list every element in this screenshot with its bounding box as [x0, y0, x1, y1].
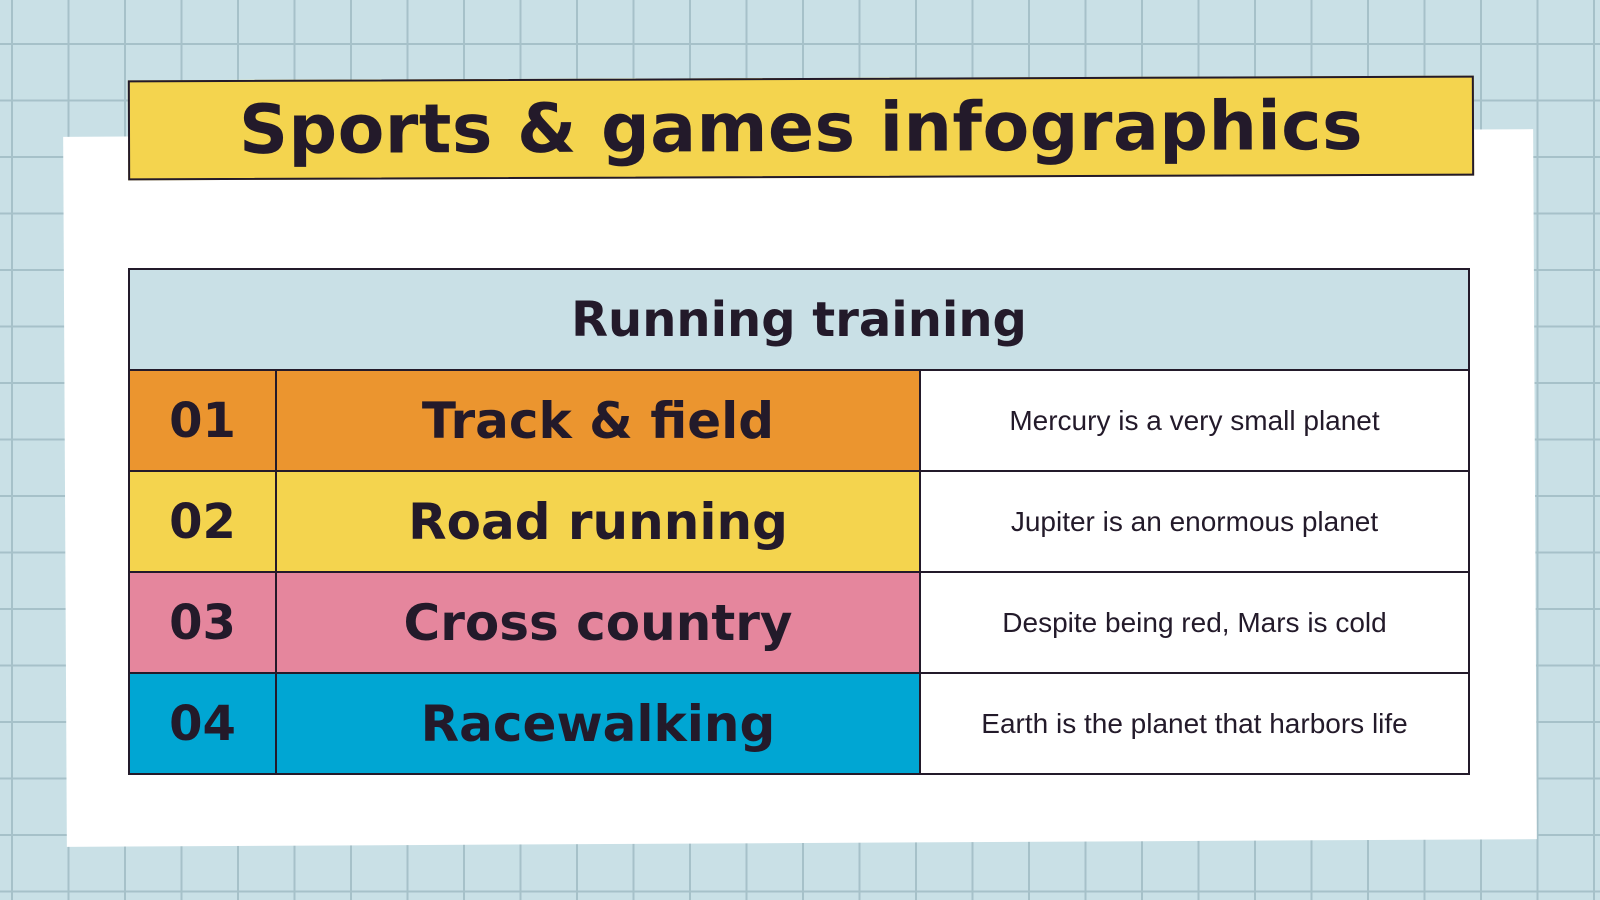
- row-number: 04: [130, 674, 277, 773]
- row-description: Despite being red, Mars is cold: [921, 573, 1468, 672]
- table-header: Running training: [130, 270, 1468, 371]
- row-number: 02: [130, 472, 277, 571]
- page-title: Sports & games infographics: [238, 86, 1364, 170]
- table-row: 04 Racewalking Earth is the planet that …: [130, 674, 1468, 773]
- row-number: 03: [130, 573, 277, 672]
- row-name: Road running: [277, 472, 921, 571]
- row-description: Jupiter is an enormous planet: [921, 472, 1468, 571]
- running-training-table: Running training 01 Track & field Mercur…: [128, 268, 1470, 775]
- row-number: 01: [130, 371, 277, 470]
- row-name: Track & field: [277, 371, 921, 470]
- table-row: 03 Cross country Despite being red, Mars…: [130, 573, 1468, 674]
- row-name: Cross country: [277, 573, 921, 672]
- title-banner: Sports & games infographics: [127, 75, 1475, 181]
- row-description: Earth is the planet that harbors life: [921, 674, 1468, 773]
- table-row: 02 Road running Jupiter is an enormous p…: [130, 472, 1468, 573]
- row-name: Racewalking: [277, 674, 921, 773]
- row-description: Mercury is a very small planet: [921, 371, 1468, 470]
- table-row: 01 Track & field Mercury is a very small…: [130, 371, 1468, 472]
